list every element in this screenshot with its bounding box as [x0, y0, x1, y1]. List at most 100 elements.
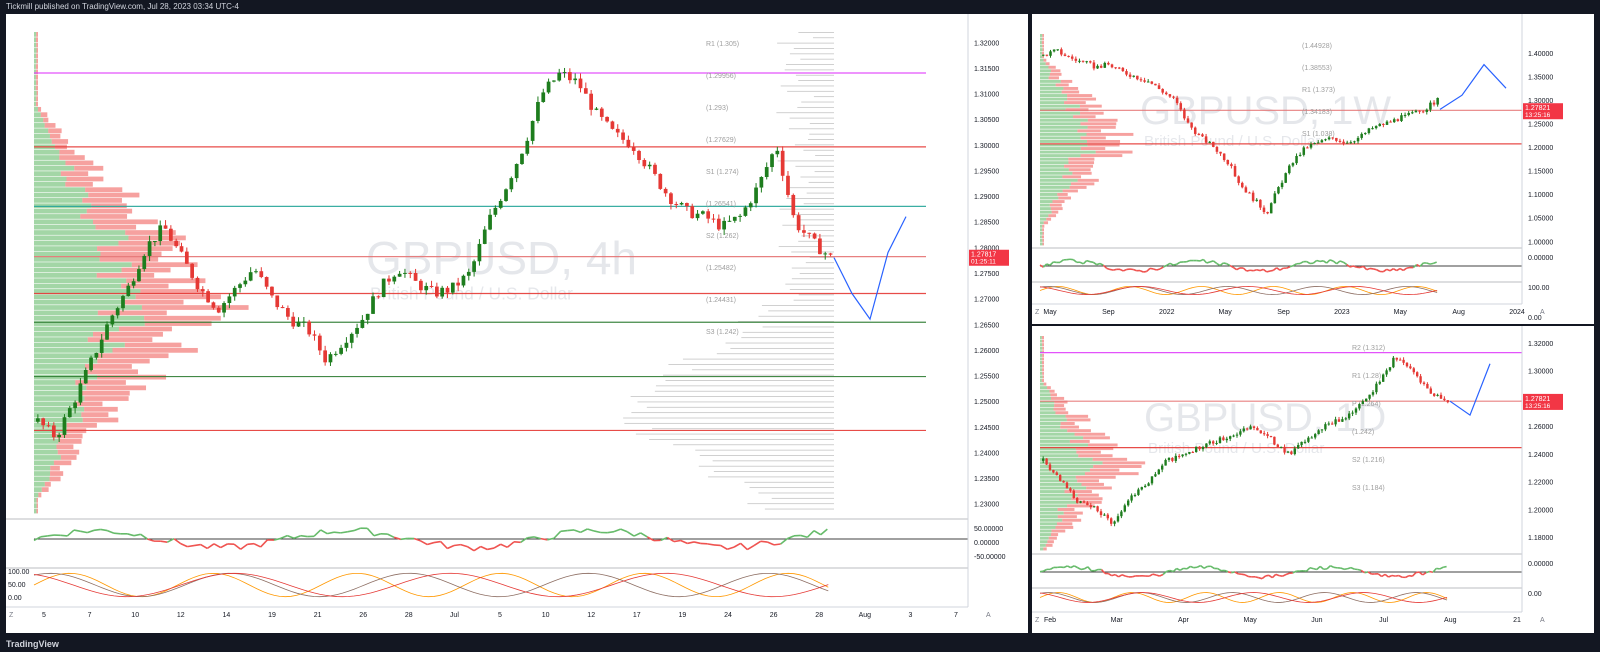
oscillator-segment: [73, 529, 81, 533]
candle-body: [376, 296, 381, 298]
session-volume-profile-bar: [795, 165, 834, 167]
oscillator-segment: [1395, 574, 1399, 577]
candle-body: [1341, 419, 1344, 422]
oscillator-segment: [166, 538, 175, 543]
session-volume-profile-bar: [712, 460, 834, 462]
oscillator-segment: [1353, 265, 1357, 268]
volume-profile-bar-buy: [1040, 475, 1076, 479]
volume-profile-bar-buy: [1040, 185, 1070, 189]
volume-profile-bar-buy: [34, 326, 119, 332]
candle-body: [647, 164, 652, 167]
indicator-axis-tick: 0.00000: [974, 540, 999, 547]
volume-profile-bar-sell: [1042, 37, 1044, 41]
oscillator-segment: [33, 536, 42, 542]
volume-profile-bar-buy: [34, 439, 59, 444]
candle-body: [1157, 469, 1160, 475]
stochastic-line: [33, 572, 829, 598]
session-volume-profile-bar: [749, 487, 834, 489]
oscillator-segment: [1313, 567, 1317, 571]
volume-profile-bar-buy: [1040, 432, 1075, 436]
volume-profile-bar-sell: [1042, 375, 1044, 379]
volume-profile-bar-buy: [1040, 508, 1058, 511]
oscillator-segment: [1089, 260, 1094, 264]
oscillator-segment: [1319, 565, 1325, 570]
volume-profile-bar-sell: [1045, 62, 1050, 66]
volume-profile-bar-sell: [1055, 411, 1069, 415]
volume-profile-bar-sell: [131, 262, 198, 268]
oscillator-segment: [480, 545, 488, 551]
volume-profile-bar-sell: [1061, 90, 1080, 94]
oscillator-segment: [1173, 263, 1177, 266]
current-price-tag-value: 1.27821: [1525, 105, 1550, 112]
volume-profile-bar-sell: [1050, 69, 1061, 73]
tradingview-logo[interactable]: TradingView: [6, 639, 59, 649]
oscillator-segment: [1350, 566, 1355, 570]
candle-body: [509, 178, 514, 190]
oscillator-segment: [620, 528, 628, 533]
volume-profile-bar-sell: [82, 417, 119, 423]
volume-profile-bar-sell: [1049, 203, 1062, 207]
session-volume-profile-bar: [778, 246, 834, 248]
volume-profile-bar-sell: [1065, 108, 1089, 112]
volume-profile-bar-sell: [1041, 51, 1044, 55]
session-volume-profile-bar: [791, 278, 834, 280]
candle-body: [1426, 383, 1429, 389]
oscillator-segment: [1149, 267, 1154, 270]
oscillator-segment: [1202, 258, 1208, 264]
volume-profile-bar-sell: [1071, 182, 1095, 186]
session-volume-profile-bar: [764, 508, 834, 510]
chart-panel-4h[interactable]: GBPUSD, 4h British Pound / U.S. Dollar R1 …: [6, 14, 1028, 633]
oscillator-segment: [1342, 261, 1348, 266]
indicator-axis-tick: 0.00: [1528, 315, 1542, 322]
volume-profile-bar-sell: [1077, 493, 1099, 497]
volume-profile-bar-buy: [1040, 34, 1043, 37]
oscillator-segment: [1292, 570, 1297, 574]
candle-body: [1232, 435, 1235, 437]
volume-profile-bar-sell: [1077, 178, 1099, 182]
volume-profile-bar-sell: [66, 176, 104, 182]
oscillator-segment: [1332, 260, 1338, 265]
oscillator-segment: [1226, 263, 1231, 267]
chart-panel-weekly[interactable]: GBPUSD, 1W British Pound / U.S. Dollar (1.…: [1032, 14, 1594, 324]
volume-profile-bar-sell: [1053, 407, 1066, 411]
pivot-label: (1.26541): [706, 201, 736, 208]
volume-profile-bar-buy: [34, 337, 88, 343]
volume-profile-bar-buy: [34, 267, 122, 273]
pivot-label: S2 (1.262): [706, 233, 739, 240]
session-volume-profile-bar: [744, 481, 834, 483]
volume-profile-bar-buy: [1040, 490, 1065, 494]
volume-profile-bar-buy: [1040, 41, 1042, 44]
volume-profile-bar-sell: [1062, 189, 1078, 193]
candle-body: [546, 81, 551, 93]
session-volume-profile-bar: [768, 310, 834, 312]
candle-body: [1215, 443, 1218, 445]
candle-body: [1208, 141, 1211, 143]
projection-path: [833, 216, 907, 321]
time-axis-tick: Jun: [1311, 617, 1322, 624]
oscillator-segment: [1246, 269, 1251, 272]
candle-body: [264, 277, 269, 287]
chart-panel-daily[interactable]: GBPUSD, 1D British Pound / U.S. Dollar R2 …: [1032, 326, 1594, 633]
volume-profile-bar-buy: [34, 165, 75, 171]
oscillator-segment: [1306, 260, 1311, 265]
volume-profile-bar-buy: [34, 256, 100, 262]
oscillator-segment: [300, 534, 308, 538]
volume-profile-bar-buy: [1040, 493, 1078, 497]
volume-profile-bar-buy: [1040, 97, 1068, 101]
oscillator-segment: [187, 544, 195, 548]
oscillator-segment: [1231, 571, 1235, 574]
volume-profile-bar-sell: [1042, 350, 1044, 354]
volume-profile-bar-buy: [1040, 375, 1043, 379]
oscillator-segment: [1046, 263, 1051, 266]
volume-profile-bar-sell: [1042, 44, 1044, 48]
volume-profile-bar-buy: [34, 101, 36, 107]
volume-profile-bar-sell: [1086, 486, 1112, 490]
candle-body: [1360, 133, 1363, 138]
oscillator-segment: [1265, 574, 1270, 577]
candle-body: [1389, 121, 1392, 123]
volume-profile-bar-sell: [1078, 500, 1102, 504]
session-volume-profile-bar: [682, 358, 834, 360]
